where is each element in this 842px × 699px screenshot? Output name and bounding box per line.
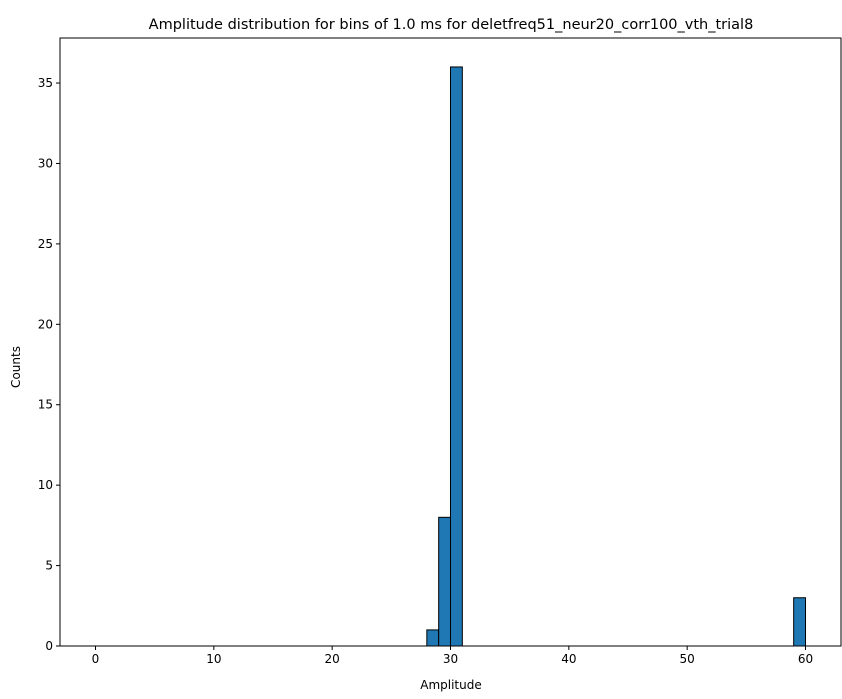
x-axis-label: Amplitude: [420, 678, 482, 692]
y-tick-label-4: 20: [38, 317, 53, 331]
y-tick-label-5: 25: [38, 237, 53, 251]
histogram-bar-2: [450, 66, 463, 647]
y-tick-label-7: 35: [38, 76, 53, 90]
x-tick-label-6: 60: [798, 652, 813, 666]
y-axis-label: Counts: [9, 346, 23, 388]
x-tick-label-2: 20: [325, 652, 340, 666]
histogram-bar-0: [426, 629, 440, 647]
plot-area: 0 10 20 30 40 50 60 0 5 10 15 20 25 30 35: [38, 37, 842, 666]
y-tick-label-0: 0: [45, 639, 53, 653]
x-tick-label-1: 10: [206, 652, 221, 666]
x-tick-label-3: 30: [443, 652, 458, 666]
chart-title: Amplitude distribution for bins of 1.0 m…: [149, 17, 754, 33]
histogram-bar-3: [793, 597, 807, 647]
y-tick-label-2: 10: [38, 478, 53, 492]
x-tick-label-4: 40: [561, 652, 576, 666]
x-tick-label-0: 0: [92, 652, 100, 666]
y-tick-label-6: 30: [38, 156, 53, 170]
x-tick-label-5: 50: [680, 652, 695, 666]
histogram-bar-1: [438, 516, 451, 647]
y-tick-label-1: 5: [45, 559, 53, 573]
y-tick-label-3: 15: [38, 398, 53, 412]
